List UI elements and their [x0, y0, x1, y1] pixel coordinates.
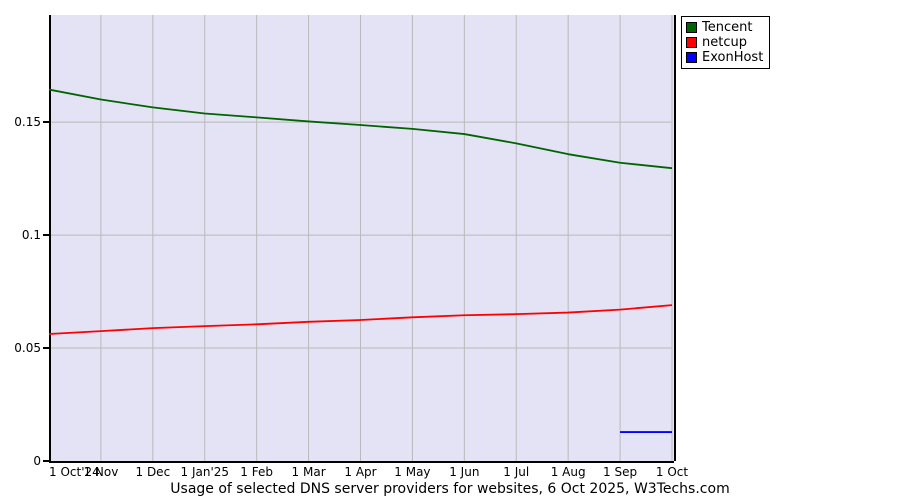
chart-legend: Tencent netcup ExonHost	[681, 16, 771, 69]
series-lines	[48, 88, 673, 433]
y-tick-text: 0.15	[14, 115, 41, 130]
x-axis-line	[49, 461, 674, 463]
legend-item-tencent[interactable]: Tencent	[686, 20, 763, 35]
y-tick-label: 0	[0, 455, 41, 467]
x-tick-label: 1 Dec	[135, 465, 171, 479]
legend-label-tencent: Tencent	[702, 19, 753, 35]
legend-swatch-exonhost	[686, 52, 697, 63]
y-tick-text: 0	[33, 454, 41, 468]
x-tick-label: 1 Apr	[344, 465, 377, 479]
y-tick-label: 0.1	[0, 229, 41, 241]
legend-swatch-netcup	[686, 37, 697, 48]
x-tick-label: 1 Oct	[655, 465, 689, 479]
gridlines	[49, 15, 673, 461]
x-tick-label: 1 Jan'25	[180, 465, 230, 479]
y-tick-mark	[43, 121, 51, 124]
x-tick-label: 1 Feb	[240, 465, 274, 479]
legend-label-exonhost: ExonHost	[702, 49, 764, 65]
x-tick-label: 1 Jun	[449, 465, 480, 479]
series-line-tencent	[48, 88, 673, 170]
y-tick-label: 0.05	[0, 342, 41, 354]
y-tick-mark	[43, 347, 51, 350]
legend-item-netcup[interactable]: netcup	[686, 35, 763, 50]
x-tick-label: 1 Sep	[603, 465, 638, 479]
x-tick-label: 1 May	[394, 465, 431, 479]
legend-label-netcup: netcup	[702, 34, 747, 50]
x-tick-label: 1 Jul	[503, 465, 530, 479]
y-tick-mark	[43, 234, 51, 237]
chart-caption: Usage of selected DNS server providers f…	[170, 481, 730, 497]
y-tick-mark	[43, 460, 51, 462]
plot-area	[49, 15, 676, 461]
series-line-netcup	[48, 304, 673, 335]
x-tick-label: 1 Mar	[291, 465, 326, 479]
x-tick-label: 1 Oct'24	[49, 465, 100, 479]
legend-item-exonhost[interactable]: ExonHost	[686, 50, 763, 65]
x-tick-label: 1 Nov	[83, 465, 119, 479]
legend-swatch-tencent	[686, 22, 697, 33]
y-tick-text: 0.05	[14, 341, 41, 356]
x-tick-label: 1 Aug	[550, 465, 586, 479]
y-tick-label: 0.15	[0, 116, 41, 128]
y-tick-text: 0.1	[21, 228, 41, 243]
